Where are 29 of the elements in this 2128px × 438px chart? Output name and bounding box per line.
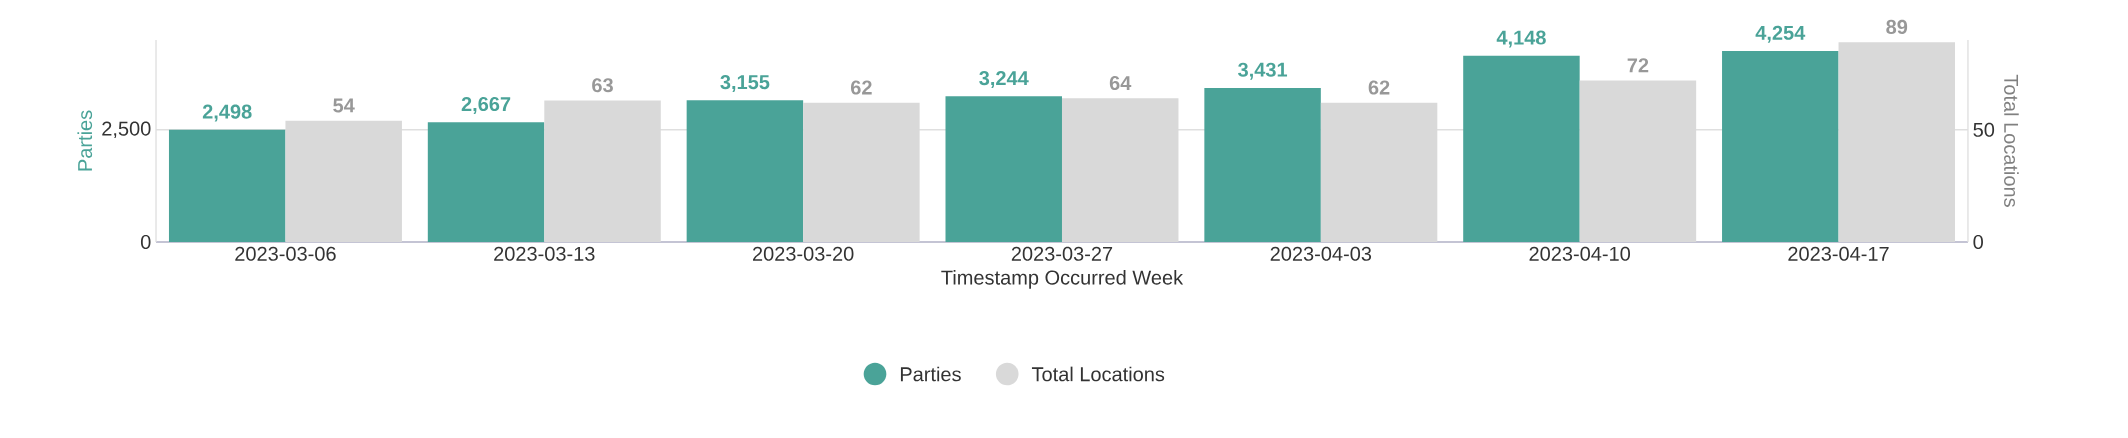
legend-label: Parties <box>900 366 961 382</box>
data-label: 62 <box>1368 80 1390 95</box>
data-label: 89 <box>1886 19 1908 34</box>
legend-label: Total Locations <box>1031 366 1165 382</box>
data-label: 3,155 <box>720 75 770 93</box>
data-label: 4,148 <box>1496 30 1546 48</box>
data-label: 64 <box>1109 75 1132 91</box>
data-label: 62 <box>850 80 872 95</box>
y2-tick-label: 0 <box>1973 234 1983 250</box>
y2-axis-title: Total Locations <box>2004 74 2019 207</box>
data-label: 2,667 <box>461 96 511 115</box>
data-label: 4,254 <box>1755 25 1806 43</box>
data-label: 72 <box>1627 58 1649 73</box>
data-label: 3,431 <box>1238 62 1288 80</box>
data-label: 3,244 <box>979 71 1029 89</box>
x-tick-label: 2023-03-27 <box>1011 246 1113 261</box>
y-axis-title: Parties <box>77 110 93 171</box>
x-tick-label: 2023-04-03 <box>1270 246 1372 261</box>
x-tick-label: 2023-04-17 <box>1788 246 1889 261</box>
x-tick-label: 2023-04-10 <box>1529 246 1631 261</box>
data-label: 2,498 <box>202 104 252 122</box>
x-tick-label: 2023-03-13 <box>494 246 595 261</box>
x-tick-label: 2023-03-06 <box>235 246 336 261</box>
data-label: 54 <box>333 98 355 113</box>
x-axis-title: Timestamp Occurred Week <box>941 270 1184 289</box>
x-tick-label: 2023-03-20 <box>752 246 854 261</box>
data-label: 63 <box>592 78 613 93</box>
y2-tick-label: 50 <box>1973 122 1995 137</box>
y-tick-label: 2,500 <box>102 121 151 139</box>
